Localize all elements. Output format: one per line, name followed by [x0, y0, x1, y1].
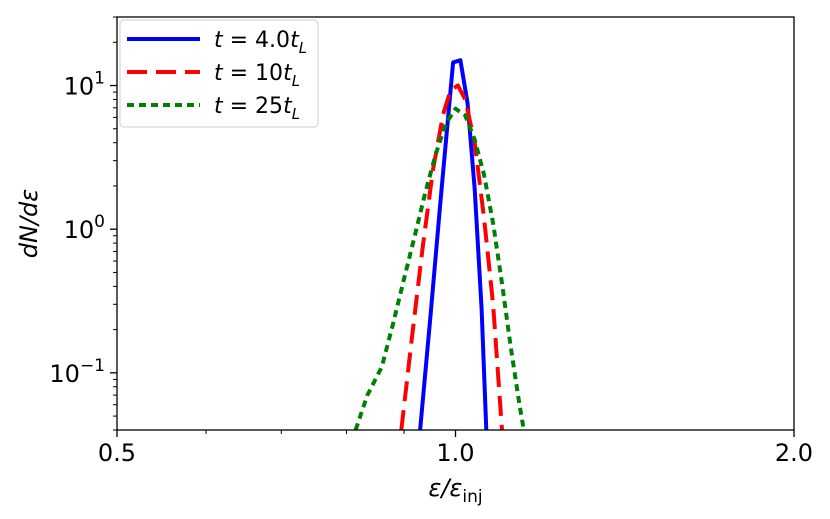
x-axis-label: ε/εinj	[428, 474, 482, 507]
y-tick-label: 100	[64, 212, 105, 244]
x-axis-label-sub: inj	[462, 487, 482, 507]
series-line-1	[418, 58, 489, 430]
x-tick-label: 2.0	[775, 439, 813, 467]
y-tick-label: 10−1	[49, 356, 105, 388]
legend-label: t = 10tL	[214, 61, 300, 90]
y-axis-label: dN/dε	[15, 189, 43, 259]
x-tick-label: 0.5	[98, 439, 136, 467]
series-line-3	[353, 106, 526, 430]
y-tick-label: 101	[64, 69, 105, 101]
y-axis-ticks: 10−1 100 101	[49, 16, 117, 431]
series-line-2	[399, 83, 504, 430]
x-axis-label-main: ε/ε	[428, 474, 462, 502]
series-layer	[353, 58, 526, 430]
legend-label: t = 25tL	[214, 94, 300, 123]
x-axis-ticks: 0.5 1.0 2.0	[98, 430, 813, 467]
x-tick-label: 1.0	[436, 439, 474, 467]
legend-box	[119, 19, 319, 128]
legend: t = 4.0tL t = 10tL t = 25tL	[119, 19, 319, 128]
legend-label: t = 4.0tL	[214, 28, 307, 57]
